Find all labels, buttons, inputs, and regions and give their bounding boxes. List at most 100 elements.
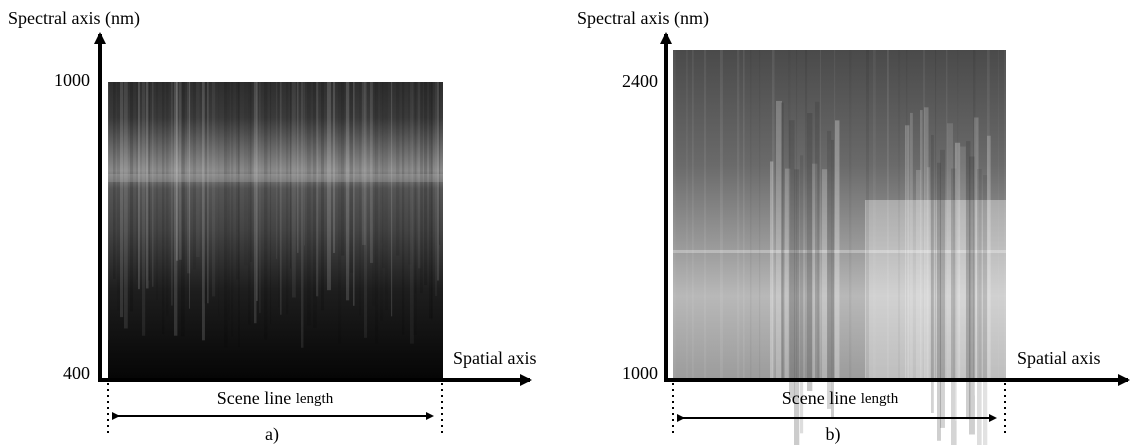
stripe xyxy=(338,82,342,344)
stripe xyxy=(276,82,278,259)
stripe xyxy=(146,82,149,289)
stripe xyxy=(370,82,374,263)
stripe xyxy=(807,113,813,392)
stripe xyxy=(815,101,820,380)
stripe xyxy=(812,163,818,442)
stripe xyxy=(108,174,443,182)
stripe xyxy=(437,82,440,281)
y-axis-label: Spectral axis (nm) xyxy=(577,8,709,29)
stripe xyxy=(424,82,428,285)
stripe xyxy=(772,50,775,378)
stripe xyxy=(176,82,179,261)
stripe xyxy=(835,120,840,399)
stripe xyxy=(788,50,791,378)
stripe xyxy=(259,82,261,314)
scene-label-main: Scene line xyxy=(217,388,291,408)
stripe xyxy=(865,200,1006,378)
stripe xyxy=(781,102,784,381)
stripe xyxy=(250,82,253,263)
stripe xyxy=(113,82,116,279)
stripe xyxy=(983,175,988,445)
stripe xyxy=(350,82,354,273)
stripe xyxy=(960,146,966,425)
stripe xyxy=(906,50,908,378)
panel-a: Spectral axis (nm) 1000 400 Spatial axis… xyxy=(8,8,537,445)
stripe xyxy=(187,82,191,274)
caption: a) xyxy=(265,424,279,445)
stripe xyxy=(973,50,976,378)
stripe xyxy=(238,82,240,347)
scene-label-main: Scene line xyxy=(782,388,856,408)
stripe xyxy=(435,82,438,297)
stripe xyxy=(987,50,990,378)
stripe xyxy=(207,82,209,304)
stripe xyxy=(937,162,941,441)
stripe xyxy=(935,50,937,378)
stripe xyxy=(410,82,414,344)
stripe xyxy=(264,82,268,340)
stripe xyxy=(142,82,146,336)
stripe xyxy=(969,156,975,435)
stripe xyxy=(297,82,299,253)
stripe xyxy=(171,82,173,306)
stripe xyxy=(770,161,774,440)
stripe xyxy=(866,50,869,378)
stripe xyxy=(408,82,412,265)
stripe xyxy=(248,82,251,325)
stripe xyxy=(947,123,953,402)
stripe xyxy=(117,82,121,311)
stripe xyxy=(307,82,311,326)
stripe xyxy=(292,82,296,298)
stripe xyxy=(321,82,324,311)
stripe xyxy=(759,50,761,378)
stripe xyxy=(905,125,910,404)
x-axis-label: Spatial axis xyxy=(1017,348,1101,368)
stripe xyxy=(244,82,248,266)
stripe xyxy=(278,82,280,308)
stripe xyxy=(431,82,433,321)
stripe xyxy=(887,50,889,378)
stripe xyxy=(166,82,169,317)
stripe xyxy=(286,82,289,315)
stripe xyxy=(820,50,822,378)
stripe xyxy=(346,82,350,301)
caption: b) xyxy=(826,424,841,445)
stripe xyxy=(130,82,134,312)
stripe xyxy=(415,82,417,294)
stripe xyxy=(800,155,804,434)
spectral-image xyxy=(673,50,1006,378)
stripe xyxy=(776,100,782,379)
stripe xyxy=(931,134,934,413)
stripe xyxy=(957,50,958,378)
stripe xyxy=(162,82,165,335)
stripe xyxy=(805,50,808,378)
stripe xyxy=(148,82,151,281)
stripe xyxy=(333,82,336,254)
stripe xyxy=(977,169,982,445)
stripe xyxy=(743,50,745,378)
stripe xyxy=(940,149,945,428)
stripe xyxy=(136,82,139,280)
stripe xyxy=(391,82,393,317)
stripe xyxy=(785,168,791,445)
stripe xyxy=(280,82,282,315)
stripe xyxy=(193,82,197,270)
stripe xyxy=(364,82,368,338)
stripe xyxy=(692,50,694,378)
stripe xyxy=(673,50,676,378)
stripe xyxy=(796,50,798,378)
stripe xyxy=(420,82,423,294)
panel-b: Spectral axis (nm) 2400 1000 Spatial axi… xyxy=(577,8,1130,445)
stripe xyxy=(831,139,834,418)
y-top-label: 2400 xyxy=(622,71,658,91)
stripe xyxy=(382,82,385,269)
stripe xyxy=(704,50,707,378)
stripe xyxy=(202,82,205,341)
stripe xyxy=(156,82,158,300)
stripe xyxy=(924,107,929,386)
stripe xyxy=(966,141,971,420)
stripe xyxy=(413,82,417,335)
stripe xyxy=(910,112,913,391)
stripe xyxy=(380,82,384,321)
